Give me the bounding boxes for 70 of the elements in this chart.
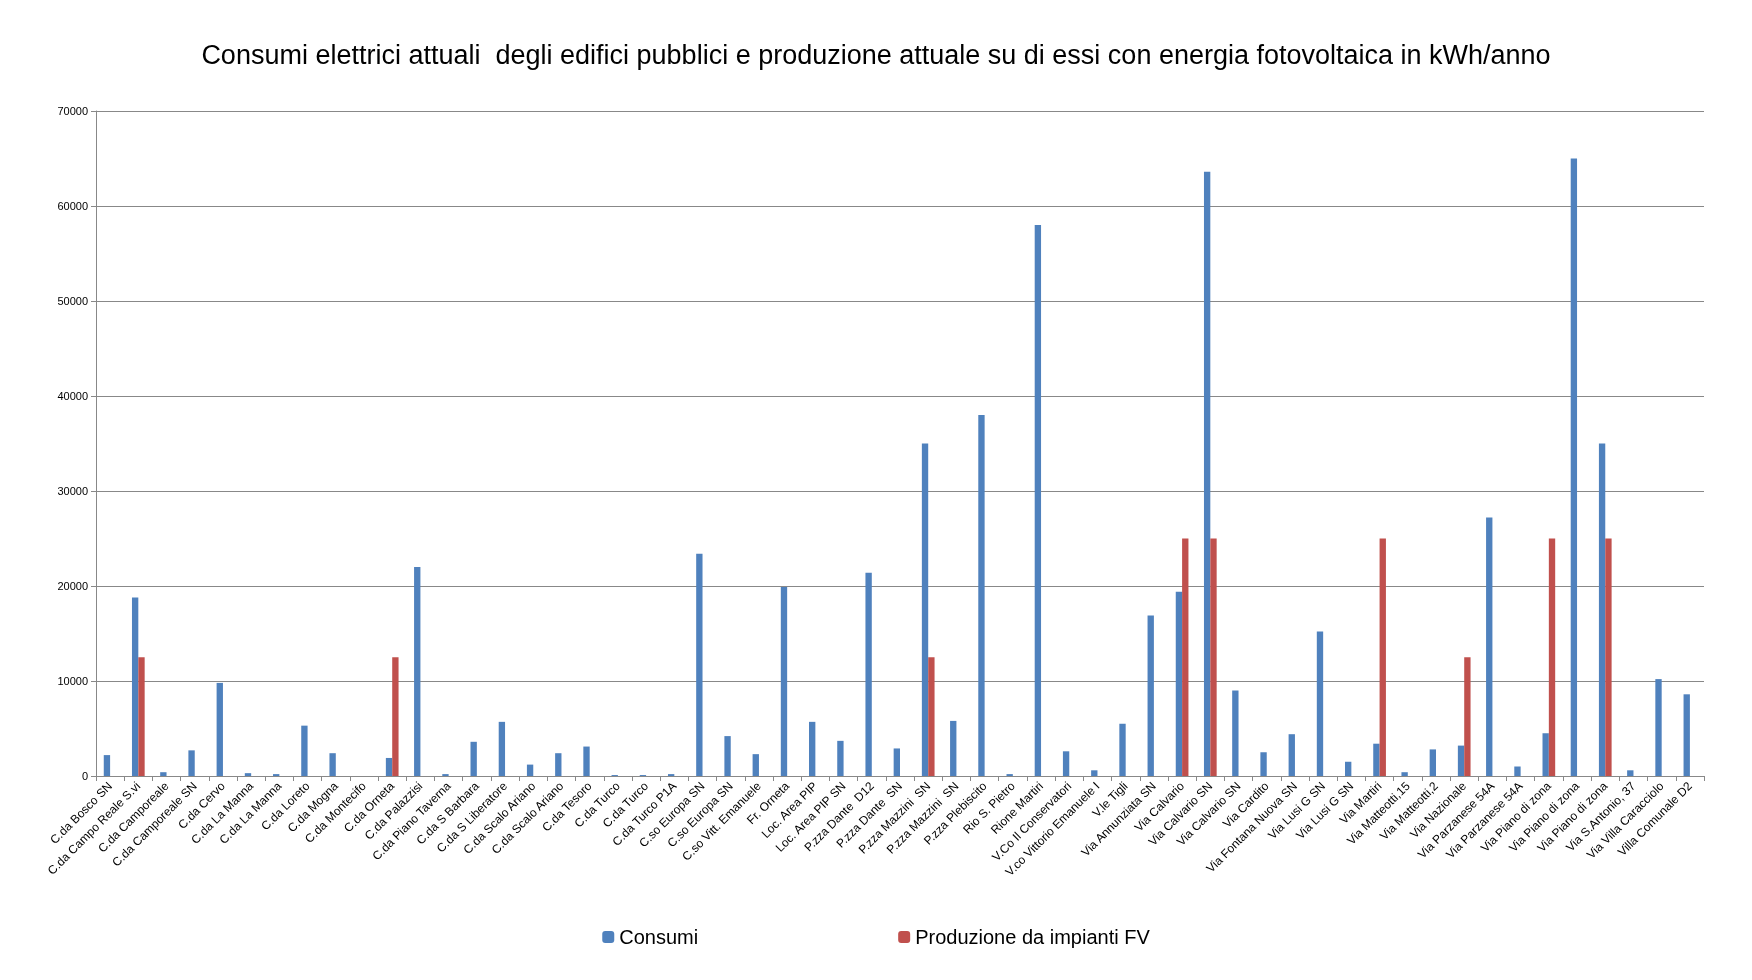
bar [1627,770,1634,776]
y-tick-label: 50000 [57,295,88,307]
bar [1203,171,1211,776]
bar [301,725,308,776]
bar [1464,657,1471,776]
bar [138,657,145,776]
bar [1288,734,1295,776]
bar [1598,443,1606,776]
bar [1401,772,1408,776]
y-tick-label: 10000 [57,675,88,687]
bar [1316,631,1324,776]
bar [555,753,562,776]
bar [1486,517,1493,776]
bar [329,753,336,776]
bar [160,772,167,776]
bar [1683,694,1690,776]
bar [1548,538,1556,776]
bar [1655,679,1662,776]
bar [583,746,590,776]
bar [385,757,393,776]
y-tick-label: 30000 [57,485,88,497]
bar [1182,538,1189,776]
bar [414,567,421,776]
bar [1091,770,1098,776]
bar [1062,751,1070,776]
bar [1373,743,1380,776]
bar [865,572,872,776]
bar [950,720,957,776]
legend-label: Consumi [619,926,699,948]
bar [1260,752,1267,776]
bar [837,740,844,776]
bar [752,754,759,776]
bar [244,773,252,776]
bar [498,721,506,776]
bar [724,736,731,776]
bar [1345,761,1352,776]
bar [780,586,788,776]
bar [216,682,223,776]
bar [809,721,816,776]
bar [1429,749,1436,776]
bar [1147,615,1154,776]
bar [1119,723,1126,776]
bar [188,750,195,776]
bar [470,741,477,776]
bar [1457,745,1465,776]
y-tick-label: 40000 [57,390,88,402]
bar [103,755,111,776]
bar [893,748,900,776]
chart-title: Consumi elettrici attuali degli edifici pubblici e produzione attuale su di essi con energia fotovoltaica in kWh/anno [201,39,1551,70]
bar [1605,538,1612,776]
bar [1514,766,1521,776]
y-tick-label: 20000 [57,580,88,592]
bar [131,597,139,776]
bar [921,443,929,776]
bar [1210,538,1217,776]
bar [978,415,985,776]
legend-label: Produzione da impianti FV [915,926,1151,948]
bar [1542,733,1549,776]
bar [1232,690,1239,776]
y-tick-label: 60000 [57,200,88,212]
bar [928,657,935,776]
bar [1379,538,1386,776]
bar [392,657,399,776]
bar [1570,158,1578,776]
bar [1034,225,1042,776]
y-tick-label: 0 [81,770,88,782]
bar [696,553,703,776]
bar [526,764,534,776]
y-tick-label: 70000 [57,105,88,117]
bar [1175,591,1183,776]
